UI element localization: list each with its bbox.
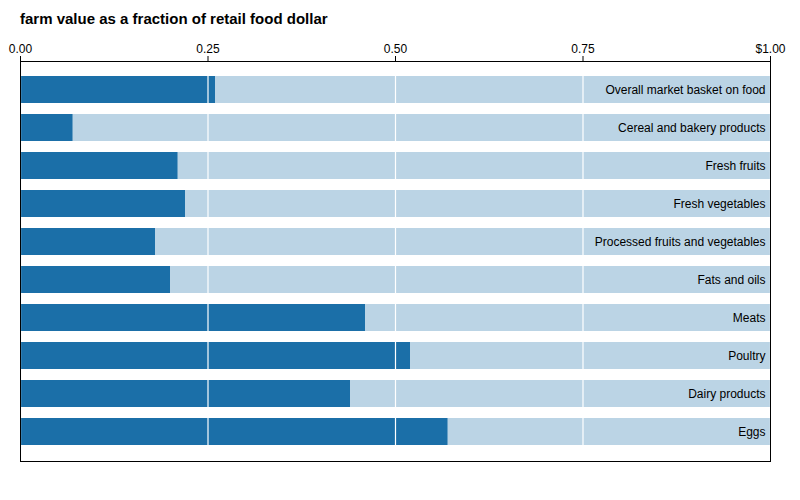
svg-text:Dairy products: Dairy products [688,387,765,401]
svg-text:$1.00: $1.00 [755,42,785,56]
svg-text:Overall market basket on food: Overall market basket on food [605,83,765,97]
svg-text:Fresh vegetables: Fresh vegetables [673,197,765,211]
svg-text:Cereal and bakery products: Cereal and bakery products [618,121,765,135]
svg-text:Processed fruits and vegetable: Processed fruits and vegetables [595,235,766,249]
svg-text:Fresh fruits: Fresh fruits [705,159,765,173]
svg-text:0.75: 0.75 [571,42,595,56]
svg-text:0.25: 0.25 [196,42,220,56]
svg-text:Meats: Meats [733,311,766,325]
svg-text:Poultry: Poultry [728,349,765,363]
svg-text:0.50: 0.50 [384,42,408,56]
html-text:farm value as a fraction of re: farm value as a fraction of retail food … [20,10,328,27]
svg-text:Eggs: Eggs [738,425,765,439]
svg-text:0.00: 0.00 [9,42,33,56]
svg-text:Fats and oils: Fats and oils [697,273,765,287]
